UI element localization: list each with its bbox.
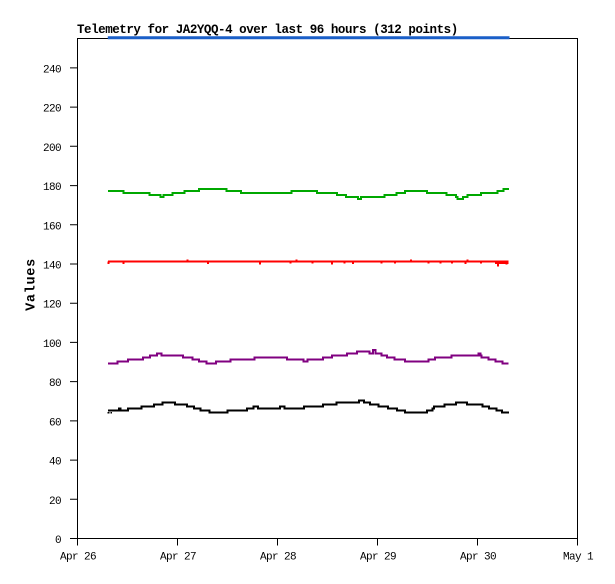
- svg-text:140: 140: [43, 261, 61, 273]
- svg-text:Apr 27: Apr 27: [160, 552, 196, 564]
- svg-text:0: 0: [55, 535, 61, 547]
- svg-text:180: 180: [43, 182, 61, 194]
- svg-text:240: 240: [43, 64, 61, 76]
- svg-text:100: 100: [43, 339, 61, 351]
- svg-text:Apr 26: Apr 26: [60, 552, 96, 564]
- svg-text:220: 220: [43, 104, 61, 116]
- svg-text:60: 60: [49, 417, 61, 429]
- svg-text:Apr 30: Apr 30: [460, 552, 496, 564]
- svg-text:200: 200: [43, 143, 61, 155]
- svg-text:May 1: May 1: [563, 552, 594, 564]
- svg-text:80: 80: [49, 378, 61, 390]
- svg-text:160: 160: [43, 221, 61, 233]
- svg-text:Values: Values: [25, 258, 40, 311]
- svg-text:120: 120: [43, 300, 61, 312]
- svg-text:40: 40: [49, 457, 61, 469]
- svg-text:Telemetry for JA2YQQ-4 over la: Telemetry for JA2YQQ-4 over last 96 hour…: [77, 23, 458, 37]
- svg-text:Apr 28: Apr 28: [260, 552, 296, 564]
- svg-text:20: 20: [49, 496, 61, 508]
- svg-text:Apr 29: Apr 29: [360, 552, 396, 564]
